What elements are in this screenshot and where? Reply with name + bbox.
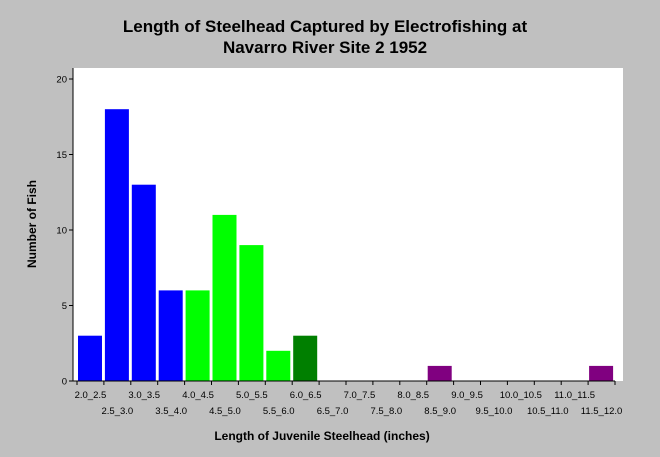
x-tick-label-8.0_8.5: 8.0_8.5 [397, 390, 429, 401]
bar-2.5_3.0 [104, 109, 129, 381]
x-tick-label-2.0_2.5: 2.0_2.5 [75, 390, 107, 401]
x-tick-label-8.5_9.0: 8.5_9.0 [424, 406, 456, 417]
y-tick-label-10: 10 [56, 226, 67, 237]
x-tick-label-5.5_6.0: 5.5_6.0 [263, 406, 295, 417]
y-tick-label-0: 0 [62, 377, 67, 388]
y-axis-label: Number of Fish [25, 180, 39, 268]
x-tick-label-10.0_10.5: 10.0_10.5 [500, 390, 542, 401]
x-axis-ticks: 2.0_2.5 2.5_3.0 3.0_3.5 3.5_4.0 4.0_4.5 4.5_5… [75, 381, 623, 417]
x-tick-label-2.5_3.0: 2.5_3.0 [101, 406, 133, 417]
bar-5.5_6.0 [266, 350, 291, 381]
bar-2.0_2.5 [78, 335, 102, 381]
bar-11.5_12.0 [589, 365, 614, 381]
bar-3.0_3.5 [131, 184, 156, 381]
x-tick-label-7.0_7.5: 7.0_7.5 [344, 390, 376, 401]
x-tick-label-6.0_6.5: 6.0_6.5 [290, 390, 322, 401]
bar-4.0_4.5 [185, 290, 210, 381]
bar-series [78, 109, 614, 381]
x-tick-label-3.0_3.5: 3.0_3.5 [128, 390, 160, 401]
y-tick-label-15: 15 [56, 150, 67, 161]
x-tick-label-9.5_10.0: 9.5_10.0 [475, 406, 512, 417]
y-axis-ticks: 0 5 10 15 20 [56, 75, 73, 388]
x-axis-label: Length of Juvenile Steelhead (inches) [214, 429, 429, 443]
bar-5.0_5.5 [239, 245, 264, 381]
x-tick-label-7.5_8.0: 7.5_8.0 [370, 406, 402, 417]
bar-3.5_4.0 [158, 290, 183, 381]
chart-title-line-1: Length of Steelhead Captured by Electrof… [123, 17, 528, 36]
x-tick-label-11.0_11.5: 11.0_11.5 [554, 390, 595, 401]
bar-4.5_5.0 [212, 214, 237, 381]
y-tick-label-20: 20 [56, 75, 67, 86]
x-tick-label-4.0_4.5: 4.0_4.5 [182, 390, 214, 401]
bar-8.5_9.0 [427, 365, 452, 381]
x-tick-label-9.0_9.5: 9.0_9.5 [451, 390, 483, 401]
y-tick-label-5: 5 [62, 301, 67, 312]
x-tick-label-6.5_7.0: 6.5_7.0 [317, 406, 349, 417]
axes [72, 68, 615, 382]
x-tick-label-5.0_5.5: 5.0_5.5 [236, 390, 268, 401]
x-tick-label-11.5_12.0: 11.5_12.0 [581, 406, 623, 417]
x-tick-label-4.5_5.0: 4.5_5.0 [209, 406, 241, 417]
x-tick-label-3.5_4.0: 3.5_4.0 [155, 406, 187, 417]
bar-6.0_6.5 [293, 335, 318, 381]
x-tick-label-10.5_11.0: 10.5_11.0 [527, 406, 569, 417]
chart-title-line-2: Navarro River Site 2 1952 [223, 38, 427, 57]
